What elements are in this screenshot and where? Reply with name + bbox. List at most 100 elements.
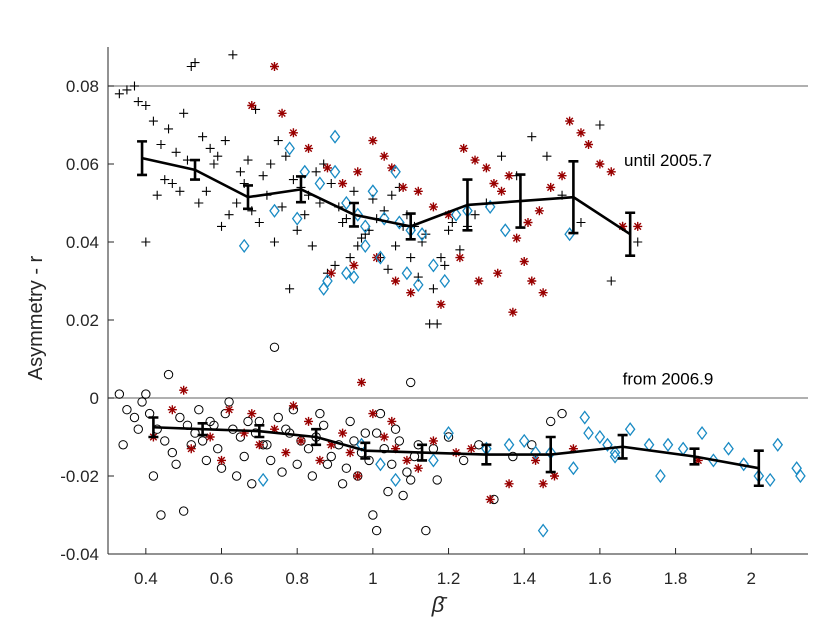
error-bar — [137, 140, 148, 177]
data-point — [484, 199, 496, 214]
data-point — [367, 184, 379, 199]
data-point — [375, 408, 386, 419]
y-tick-label: -0.04 — [60, 545, 99, 564]
data-point — [307, 241, 317, 251]
data-point — [345, 448, 355, 458]
data-point — [349, 436, 359, 446]
data-point — [458, 455, 469, 466]
data-point — [738, 457, 749, 472]
data-point — [489, 179, 499, 188]
y-tick-label: 0.04 — [66, 233, 99, 252]
data-point — [152, 190, 162, 200]
data-point — [375, 457, 386, 472]
data-point — [557, 171, 567, 181]
data-point — [171, 459, 181, 469]
data-point — [606, 167, 616, 177]
data-point — [277, 467, 287, 477]
data-point — [379, 206, 389, 216]
data-point — [341, 214, 351, 224]
error-bar — [405, 212, 416, 241]
data-point — [213, 444, 223, 454]
data-point — [417, 237, 427, 247]
series-1 — [247, 62, 643, 317]
error-bar — [753, 449, 764, 488]
data-point — [266, 159, 276, 169]
data-point — [319, 159, 329, 169]
data-point — [269, 424, 279, 434]
data-point — [348, 270, 360, 285]
x-tick-label: 2 — [747, 569, 756, 588]
data-point — [662, 437, 674, 452]
data-point — [122, 85, 132, 95]
data-point — [318, 281, 329, 296]
data-point — [247, 101, 257, 110]
data-point — [518, 433, 530, 448]
data-point — [531, 455, 541, 465]
error-bar — [360, 441, 371, 460]
data-point — [167, 405, 177, 415]
data-point — [455, 245, 465, 255]
data-point — [791, 461, 802, 476]
data-point — [579, 410, 591, 425]
error-bar — [481, 443, 492, 466]
data-point — [194, 405, 204, 415]
data-point — [314, 176, 326, 191]
data-point — [288, 175, 298, 185]
data-point — [326, 440, 336, 450]
data-point — [406, 377, 416, 388]
data-point — [277, 202, 287, 212]
data-point — [322, 163, 332, 173]
data-point — [178, 506, 189, 516]
data-point — [224, 405, 234, 415]
data-point — [470, 210, 480, 220]
data-point — [538, 288, 548, 298]
data-point — [315, 198, 325, 208]
data-point — [398, 490, 408, 501]
data-point — [269, 237, 279, 247]
data-point — [205, 143, 215, 153]
data-point — [247, 409, 257, 419]
error-bar — [689, 447, 700, 466]
data-point — [148, 116, 158, 126]
data-point — [318, 420, 329, 430]
data-point — [432, 475, 442, 485]
data-point — [416, 227, 428, 242]
data-point — [337, 479, 348, 489]
data-point — [341, 266, 352, 281]
error-bar — [311, 427, 322, 447]
data-point — [299, 164, 311, 179]
mean-line-0 — [137, 140, 636, 257]
data-point — [371, 525, 382, 536]
data-point — [167, 179, 177, 188]
y-tick-label: -0.02 — [60, 467, 99, 486]
data-point — [281, 448, 291, 458]
data-point — [444, 225, 454, 235]
data-point — [329, 164, 341, 179]
data-point — [512, 233, 522, 243]
error-bar — [417, 443, 428, 462]
data-point — [576, 218, 586, 227]
data-point — [606, 276, 616, 286]
data-point — [391, 444, 401, 454]
data-point — [330, 260, 340, 270]
data-point — [122, 405, 132, 415]
data-point — [220, 136, 230, 146]
data-point — [527, 440, 537, 450]
data-point — [217, 455, 227, 465]
data-point — [303, 444, 314, 454]
error-bar — [295, 175, 306, 204]
data-point — [190, 58, 200, 68]
data-point — [329, 129, 341, 144]
data-point — [315, 455, 325, 465]
data-point — [565, 116, 575, 126]
data-point — [304, 143, 314, 153]
mean-line-1 — [148, 416, 764, 488]
data-point — [273, 136, 283, 146]
data-point — [394, 215, 405, 230]
data-point — [197, 436, 208, 446]
data-point — [304, 416, 314, 426]
data-point — [288, 401, 298, 411]
data-point — [795, 468, 806, 484]
data-point — [360, 428, 370, 438]
